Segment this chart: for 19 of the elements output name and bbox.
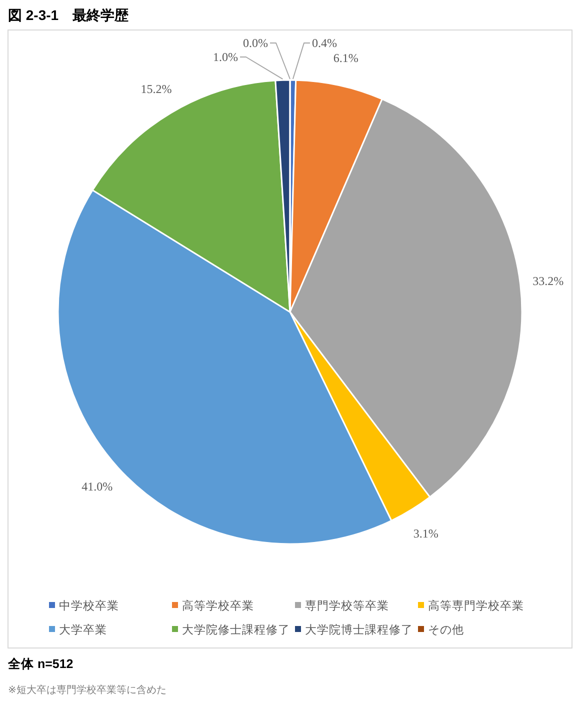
legend-label: 専門学校等卒業 [305, 598, 389, 612]
data-label: 6.1% [333, 51, 358, 66]
legend-label: 大学院博士課程修了 [305, 622, 413, 636]
data-label: 33.2% [532, 274, 564, 288]
legend-label: その他 [428, 624, 464, 636]
data-label: 15.2% [140, 82, 172, 96]
text: 全体 n=512 [7, 657, 74, 671]
legend-label: 高等専門学校卒業 [428, 598, 524, 612]
data-label: 41.0% [82, 479, 113, 494]
text: 0.0% [243, 36, 268, 50]
data-label: 3.1% [413, 526, 438, 541]
text: ※短大卒は専門学校卒業等に含めた [8, 684, 166, 696]
legend-label: 中学校卒業 [59, 598, 119, 612]
data-label: 1.0% [213, 50, 238, 64]
legend-label: 大学卒業 [59, 622, 107, 636]
data-label: 0.4% [312, 36, 337, 50]
chart-title: 図 2-3-1 最終学歴 [8, 7, 130, 23]
legend-label: 高等学校卒業 [182, 598, 254, 612]
legend-label: 大学院修士課程修了 [182, 622, 290, 636]
